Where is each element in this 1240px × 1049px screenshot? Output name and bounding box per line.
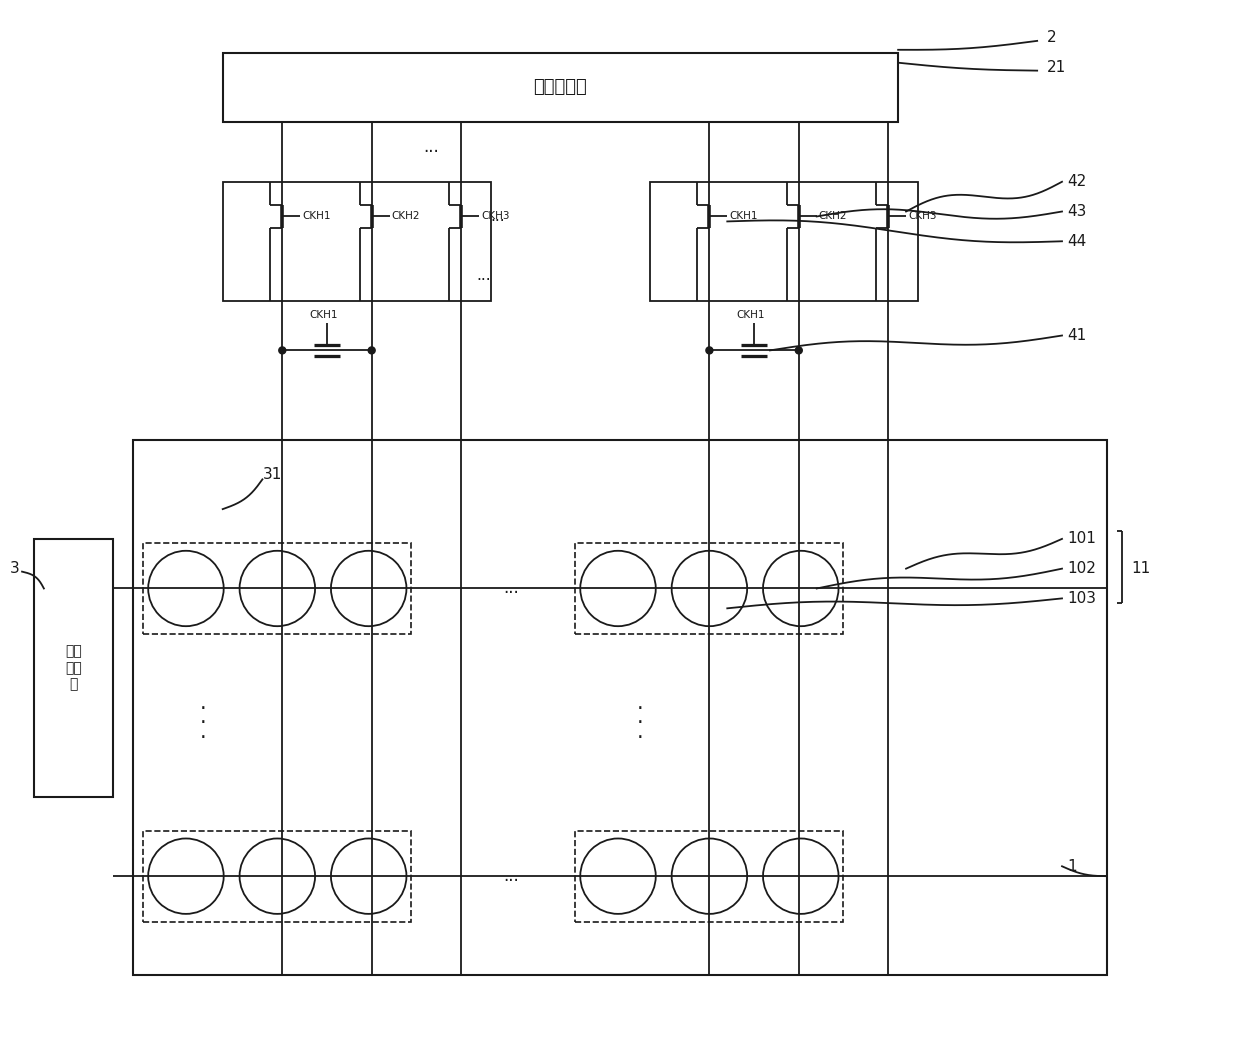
Text: 42: 42 (1066, 174, 1086, 189)
Bar (650, 181, 918, 301)
Text: .: . (200, 692, 206, 712)
Text: 数据驱动器: 数据驱动器 (533, 79, 588, 97)
Text: 44: 44 (1066, 234, 1086, 249)
Text: 103: 103 (1066, 591, 1096, 606)
Text: .: . (636, 707, 644, 727)
Text: CKH1: CKH1 (310, 309, 339, 320)
Text: 41: 41 (1066, 328, 1086, 343)
Text: .: . (200, 723, 206, 743)
Text: CKH1: CKH1 (729, 212, 758, 221)
Text: 31: 31 (263, 467, 281, 481)
Text: 1: 1 (1066, 859, 1076, 874)
Circle shape (706, 347, 713, 354)
Text: 2: 2 (1047, 30, 1056, 45)
Text: ...: ... (476, 269, 491, 283)
Text: CKH1: CKH1 (303, 212, 331, 221)
Circle shape (368, 347, 376, 354)
Text: CKH3: CKH3 (481, 212, 510, 221)
Text: .: . (636, 723, 644, 743)
Bar (223, 181, 491, 301)
Bar (144, 831, 412, 922)
Text: 扫描
驱动
器: 扫描 驱动 器 (66, 645, 82, 691)
Text: 43: 43 (1066, 204, 1086, 219)
Bar (144, 542, 412, 635)
Text: ...: ... (503, 868, 518, 885)
Text: 3: 3 (10, 561, 19, 576)
Text: CKH2: CKH2 (818, 212, 847, 221)
Text: ...: ... (491, 209, 506, 224)
Circle shape (795, 347, 802, 354)
Text: CKH2: CKH2 (392, 212, 420, 221)
Bar (223, 52, 898, 123)
Circle shape (279, 347, 285, 354)
Text: 21: 21 (1047, 60, 1066, 76)
Text: 11: 11 (1132, 561, 1151, 576)
Bar (133, 440, 1107, 976)
Bar (575, 831, 843, 922)
Text: ...: ... (503, 579, 518, 598)
Text: CKH1: CKH1 (737, 309, 765, 320)
Text: CKH3: CKH3 (908, 212, 936, 221)
Bar (575, 542, 843, 635)
Bar (33, 539, 113, 797)
Text: 101: 101 (1066, 532, 1096, 547)
Text: 102: 102 (1066, 561, 1096, 576)
Text: .: . (200, 707, 206, 727)
Text: ...: ... (423, 138, 439, 156)
Text: .: . (636, 692, 644, 712)
